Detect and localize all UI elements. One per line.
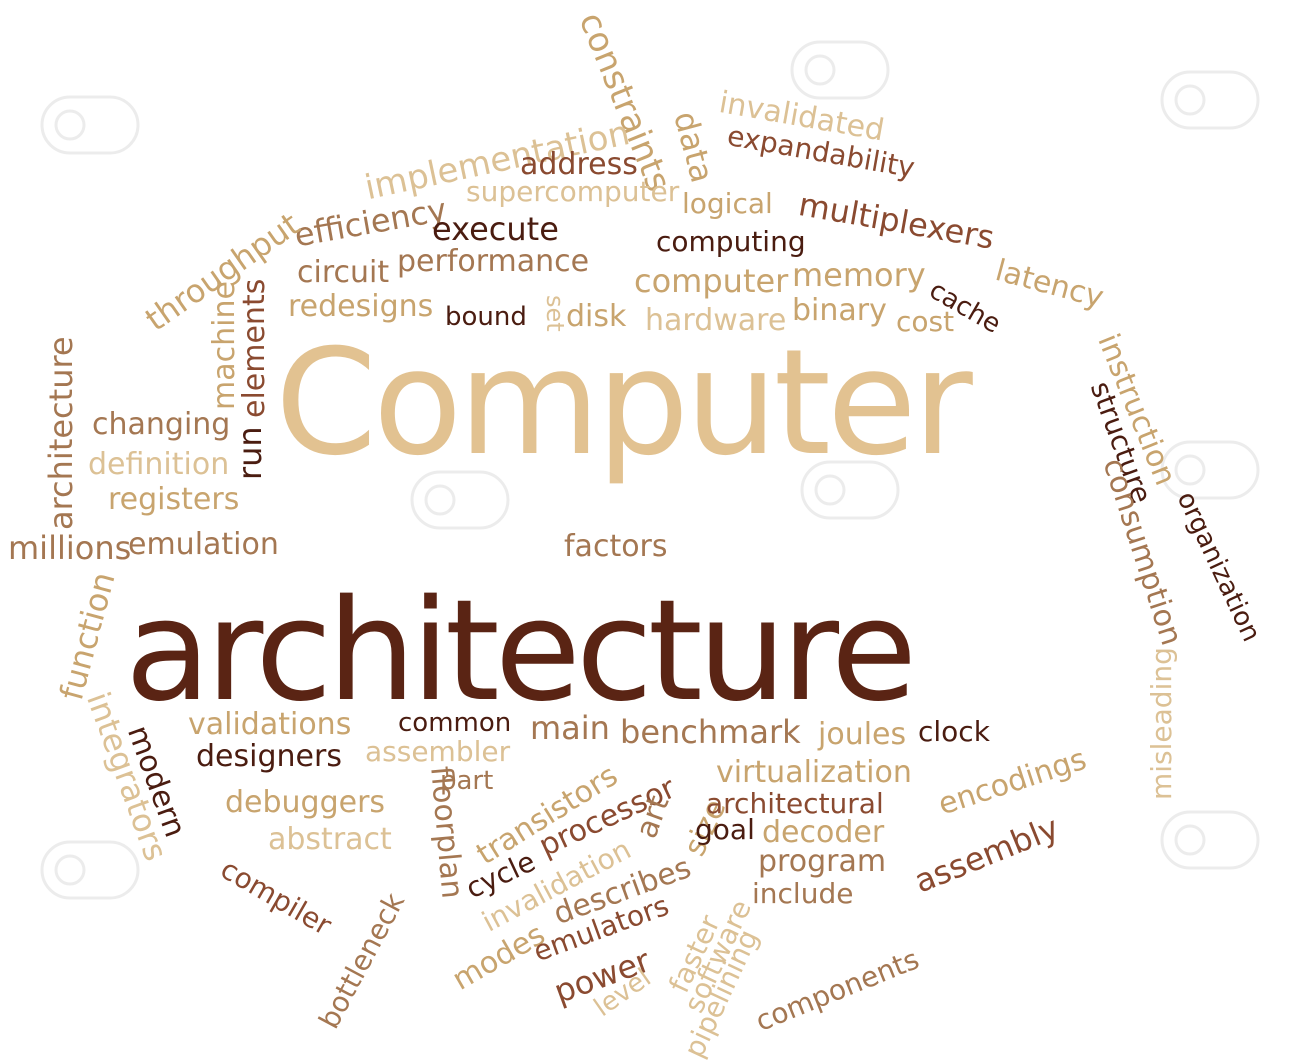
word-misleading: misleading <box>1145 647 1178 800</box>
word-disk: disk <box>566 299 627 334</box>
word-machine: machine <box>207 281 242 410</box>
word-registers: registers <box>108 482 240 517</box>
word-joules: joules <box>818 717 907 752</box>
word-performance: performance <box>397 244 590 279</box>
word-program: program <box>758 844 887 879</box>
word-main: main <box>530 709 610 747</box>
watermark-stamp-icon <box>1160 810 1260 870</box>
word-changing: changing <box>92 407 231 442</box>
word-part: part <box>440 766 494 796</box>
word-compiler: compiler <box>215 852 338 942</box>
word-definition: definition <box>88 447 230 482</box>
word-architecture-small: architecture <box>42 336 80 530</box>
word-elements: elements <box>237 278 272 418</box>
word-factors: factors <box>564 529 668 564</box>
word-components: components <box>750 942 924 1038</box>
word-architectural: architectural <box>706 787 884 820</box>
word-circuit: circuit <box>297 255 390 290</box>
word-memory: memory <box>792 256 926 294</box>
word-clock: clock <box>918 715 990 748</box>
word-logical: logical <box>682 187 773 220</box>
word-assembly: assembly <box>908 808 1064 901</box>
word-millions: millions <box>8 529 132 567</box>
word-bound: bound <box>445 302 527 332</box>
word-validations: validations <box>188 707 352 742</box>
word-emulation: emulation <box>128 527 279 562</box>
title-computer: Computer <box>275 318 973 488</box>
word-set: set <box>541 295 569 332</box>
word-organization: organization <box>1170 487 1267 647</box>
word-cost: cost <box>896 305 955 338</box>
word-supercomputer: supercomputer <box>466 175 680 208</box>
word-computing: computing <box>656 225 806 258</box>
word-abstract: abstract <box>268 822 392 857</box>
word-hardware: hardware <box>645 303 787 338</box>
word-debuggers: debuggers <box>225 785 386 820</box>
word-execute: execute <box>432 210 559 248</box>
word-benchmark: benchmark <box>620 713 801 751</box>
word-decoder: decoder <box>762 815 885 850</box>
watermark-stamp-icon <box>40 95 140 155</box>
word-computer-small: computer <box>634 262 789 300</box>
word-multiplexers: multiplexers <box>795 185 998 257</box>
word-binary: binary <box>792 293 887 328</box>
word-goal: goal <box>695 813 755 846</box>
word-latency: latency <box>991 253 1108 316</box>
word-include: include <box>752 877 854 910</box>
word-redesigns: redesigns <box>288 289 434 324</box>
word-encodings: encodings <box>934 741 1091 823</box>
watermark-stamp-icon <box>40 840 140 900</box>
word-function: function <box>52 567 123 705</box>
word-assembler: assembler <box>365 735 511 768</box>
word-address: address <box>520 147 638 182</box>
watermark-stamp-icon <box>790 40 890 100</box>
word-run: run <box>231 426 269 480</box>
title-architecture: architecture <box>125 570 917 733</box>
word-efficiency: efficiency <box>291 190 450 255</box>
watermark-stamp-icon <box>1160 70 1260 130</box>
word-designers: designers <box>196 739 342 774</box>
word-common: common <box>398 708 512 738</box>
watermark-stamp-icon <box>410 470 510 530</box>
word-virtualization: virtualization <box>716 755 912 790</box>
watermark-stamp-icon <box>1160 440 1260 500</box>
watermark-stamp-icon <box>800 460 900 520</box>
